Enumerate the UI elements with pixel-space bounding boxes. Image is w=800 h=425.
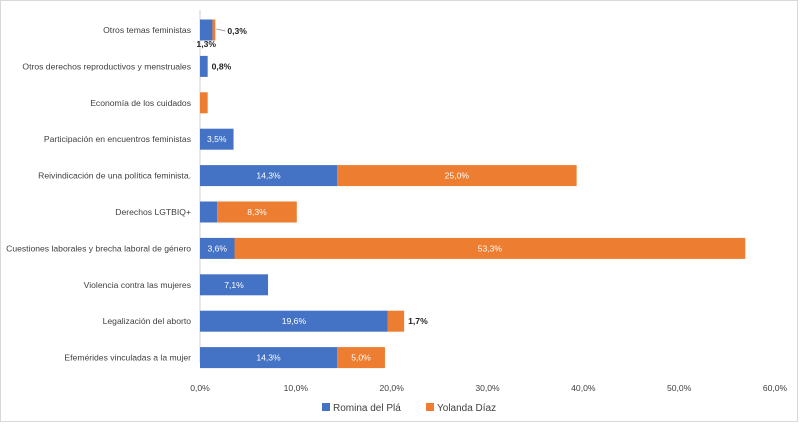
data-label: 3,6% bbox=[207, 243, 227, 253]
x-tick-label: 20,0% bbox=[379, 383, 404, 393]
category-label: Otros derechos reproductivos y menstrual… bbox=[22, 61, 191, 71]
bar-romina bbox=[200, 310, 388, 332]
bar-yolanda bbox=[337, 347, 385, 369]
x-tick-label: 60,0% bbox=[763, 383, 788, 393]
data-label: 0,8% bbox=[212, 61, 232, 71]
bar-romina bbox=[200, 347, 338, 369]
data-label: 14,3% bbox=[256, 171, 281, 181]
category-label: Derechos LGTBIQ+ bbox=[115, 207, 191, 217]
x-tick-label: 50,0% bbox=[667, 383, 692, 393]
data-label: 7,1% bbox=[224, 280, 244, 290]
category-label: Legalización del aborto bbox=[103, 316, 192, 326]
category-label: Reivindicación de una política feminista… bbox=[38, 171, 191, 181]
data-label: 1,3% bbox=[196, 39, 216, 49]
x-tick-label: 10,0% bbox=[284, 383, 309, 393]
bar-romina bbox=[200, 55, 208, 77]
data-label: 3,5% bbox=[207, 134, 227, 144]
category-label: Otros temas feministas bbox=[103, 25, 191, 35]
leader-line bbox=[216, 28, 226, 32]
category-label: Cuestiones laborales y brecha laboral de… bbox=[6, 243, 191, 253]
data-label: 53,3% bbox=[478, 243, 503, 253]
x-tick-label: 40,0% bbox=[571, 383, 596, 393]
bar-romina bbox=[200, 128, 234, 150]
bar-romina bbox=[200, 237, 235, 259]
legend-label: Yolanda Díaz bbox=[437, 403, 496, 414]
legend-swatch bbox=[322, 403, 330, 411]
category-label: Violencia contra las mujeres bbox=[84, 280, 191, 290]
bar-romina bbox=[200, 165, 338, 187]
bar-yolanda bbox=[387, 310, 405, 332]
category-label: Participación en encuentros feministas bbox=[44, 134, 191, 144]
bar-yolanda bbox=[217, 201, 297, 223]
bar-romina bbox=[200, 201, 218, 223]
bar-romina bbox=[200, 274, 269, 296]
data-label: 0,3% bbox=[227, 26, 247, 36]
data-label: 8,3% bbox=[247, 207, 267, 217]
x-tick-label: 0,0% bbox=[190, 383, 210, 393]
data-label: 1,7% bbox=[408, 316, 428, 326]
legend-swatch bbox=[426, 403, 434, 411]
data-label: 14,3% bbox=[256, 353, 281, 363]
category-label: Economía de los cuidados bbox=[90, 98, 191, 108]
bar-yolanda bbox=[200, 92, 208, 114]
category-label: Efemérides vinculadas a la mujer bbox=[64, 353, 191, 363]
data-label: 5,0% bbox=[351, 353, 371, 363]
data-label: 25,0% bbox=[445, 171, 470, 181]
legend-label: Romina del Plá bbox=[333, 403, 401, 414]
data-label: 19,6% bbox=[282, 316, 307, 326]
bar-romina bbox=[200, 19, 213, 41]
bar-yolanda bbox=[212, 19, 216, 41]
bar-yolanda bbox=[337, 165, 577, 187]
bar-yolanda bbox=[234, 237, 746, 259]
x-tick-label: 30,0% bbox=[475, 383, 500, 393]
